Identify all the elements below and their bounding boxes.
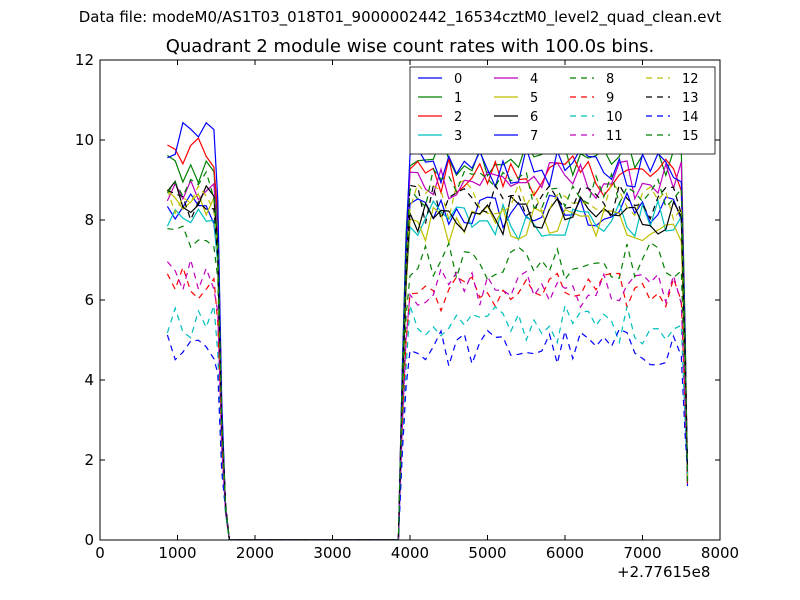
x-tick-label: 6000	[546, 544, 584, 562]
legend-label-6: 6	[530, 110, 538, 125]
x-tick-label: 8000	[701, 544, 739, 562]
legend-label-9: 9	[606, 91, 614, 106]
x-tick-label: 1000	[158, 544, 196, 562]
figure-suptitle: Data file: modeM0/AS1T03_018T01_90000024…	[78, 8, 722, 26]
y-tick-label: 8	[84, 211, 94, 229]
x-tick-label: 2000	[236, 544, 274, 562]
x-tick-label: 0	[95, 544, 105, 562]
x-tick-label: 5000	[468, 544, 506, 562]
y-tick-label: 2	[84, 451, 94, 469]
legend-label-11: 11	[606, 129, 623, 144]
legend-label-3: 3	[454, 129, 462, 144]
legend-label-0: 0	[454, 72, 462, 87]
legend-box	[409, 66, 716, 155]
y-tick-label: 4	[84, 371, 94, 389]
y-tick-label: 12	[75, 51, 94, 69]
series-line-11	[166, 257, 689, 540]
x-tick-label: 4000	[391, 544, 429, 562]
legend-label-15: 15	[682, 129, 699, 144]
legend-label-8: 8	[606, 72, 614, 87]
legend-label-5: 5	[530, 91, 538, 106]
series-line-13	[167, 183, 689, 540]
y-tick-label: 0	[84, 531, 94, 549]
x-tick-label: 3000	[313, 544, 351, 562]
chart-title: Quadrant 2 module wise count rates with …	[165, 36, 655, 57]
legend-label-1: 1	[454, 91, 462, 106]
series-line-15	[166, 167, 689, 540]
y-tick-label: 6	[84, 291, 94, 309]
legend-label-10: 10	[606, 110, 623, 125]
legend-label-7: 7	[530, 129, 538, 144]
axis-ticks: 0 1000 2000 3000 4000 5000 6000 7000 80000246810…	[75, 51, 739, 562]
legend-label-2: 2	[454, 110, 462, 125]
legend-label-14: 14	[682, 110, 699, 125]
legend-label-4: 4	[530, 72, 538, 87]
y-tick-label: 10	[75, 131, 94, 149]
x-offset-label: +2.77615e8	[617, 563, 711, 581]
legend-label-12: 12	[682, 72, 699, 87]
x-tick-label: 7000	[623, 544, 661, 562]
legend-label-13: 13	[682, 91, 699, 106]
